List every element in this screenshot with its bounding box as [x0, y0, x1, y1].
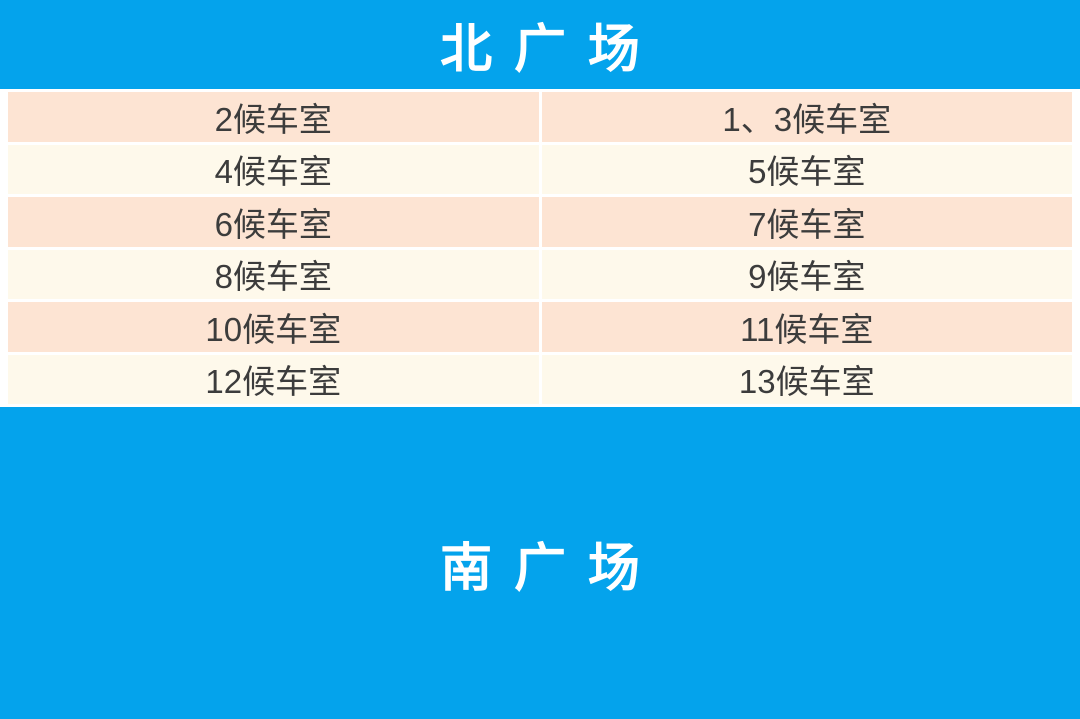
waiting-room-cell-13: 13候车室 — [541, 354, 1072, 404]
waiting-room-cell-9: 9候车室 — [541, 249, 1072, 299]
north-square-title: 北广场 — [440, 21, 662, 79]
waiting-room-cell-6: 6候车室 — [8, 197, 539, 247]
north-square-banner: 北广场 — [0, 0, 1080, 89]
waiting-room-cell-2: 2候车室 — [8, 92, 539, 142]
south-square-banner: 南广场 — [0, 407, 1080, 719]
waiting-room-cell-5: 5候车室 — [541, 144, 1072, 194]
waiting-room-table: 2候车室 1、3候车室 4候车室 5候车室 6候车室 7候车室 8候车室 9候车… — [0, 89, 1080, 407]
south-square-title: 南广场 — [440, 539, 662, 598]
waiting-room-cell-1-3: 1、3候车室 — [541, 92, 1072, 142]
waiting-room-cell-7: 7候车室 — [541, 197, 1072, 247]
waiting-room-cell-8: 8候车室 — [8, 249, 539, 299]
waiting-room-cell-12: 12候车室 — [8, 354, 539, 404]
waiting-room-cell-4: 4候车室 — [8, 144, 539, 194]
waiting-room-cell-11: 11候车室 — [541, 302, 1072, 352]
waiting-room-cell-10: 10候车室 — [8, 302, 539, 352]
